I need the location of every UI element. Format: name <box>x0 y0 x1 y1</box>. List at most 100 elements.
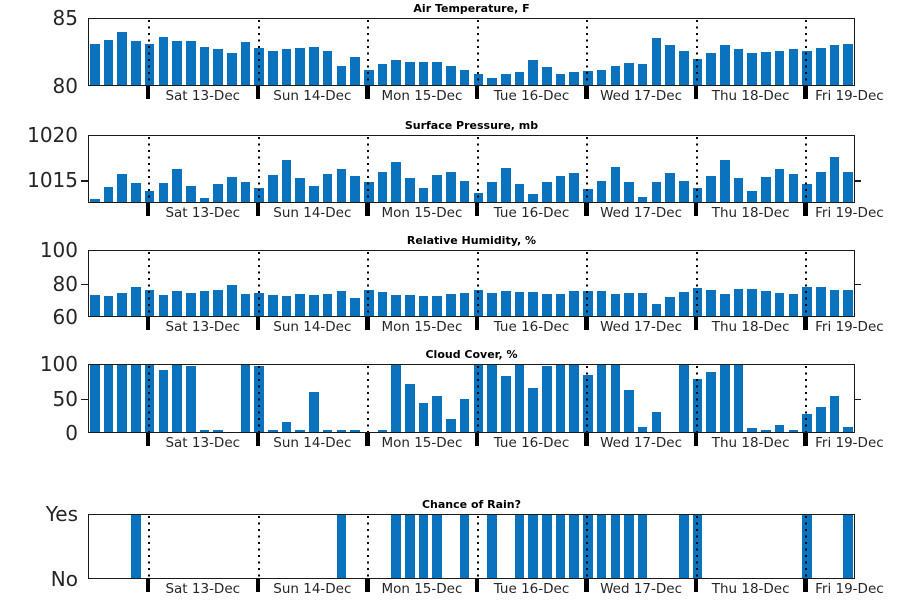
midnight-xtick <box>803 433 808 446</box>
bar <box>459 514 470 579</box>
y-tick-label: 100 <box>39 352 78 376</box>
midnight-divider-line <box>695 366 698 432</box>
bar <box>733 289 744 317</box>
bar <box>651 304 662 317</box>
bar <box>185 366 196 433</box>
bar <box>651 412 662 433</box>
midnight-divider-line <box>476 20 479 85</box>
subplot-title: Cloud Cover, % <box>425 348 518 361</box>
bar <box>281 49 292 86</box>
midnight-xtick <box>145 203 151 216</box>
midnight-divider-line <box>695 20 698 85</box>
bar <box>747 288 758 317</box>
bar <box>596 181 607 203</box>
bar <box>322 50 333 86</box>
day-label: Tue 16-Dec <box>493 581 570 597</box>
midnight-divider-line <box>367 20 370 85</box>
bar <box>103 364 114 433</box>
midnight-xtick <box>145 86 151 99</box>
bar <box>131 514 141 579</box>
bar <box>418 402 429 433</box>
day-label: Sun 14-Dec <box>273 205 352 221</box>
day-label: Mon 15-Dec <box>381 435 463 451</box>
day-label: Thu 18-Dec <box>711 435 790 451</box>
midnight-divider-line <box>476 516 479 578</box>
bar <box>103 39 114 86</box>
midnight-xtick <box>255 203 261 216</box>
bar <box>761 430 771 433</box>
bar <box>309 391 319 433</box>
bar <box>610 364 621 433</box>
day-label: Tue 16-Dec <box>493 205 570 221</box>
bar <box>528 291 538 317</box>
bar <box>596 514 607 579</box>
day-label: Thu 18-Dec <box>711 319 790 335</box>
bar <box>843 43 853 86</box>
bar <box>131 286 141 317</box>
bar <box>788 173 799 203</box>
day-label: Fri 19-Dec <box>815 435 884 451</box>
bar <box>117 364 128 433</box>
axis-tick-left <box>81 283 88 285</box>
midnight-xtick <box>255 579 261 592</box>
midnight-xtick <box>255 317 261 330</box>
midnight-divider-line <box>586 137 589 202</box>
bar <box>706 372 716 433</box>
midnight-xtick <box>693 433 699 446</box>
bar <box>213 290 223 317</box>
midnight-divider-line <box>805 366 808 432</box>
bar <box>391 364 401 433</box>
bar <box>528 60 538 86</box>
day-label: Fri 19-Dec <box>815 88 884 104</box>
bar <box>815 286 826 317</box>
day-label: Fri 19-Dec <box>815 205 884 221</box>
day-label: Sat 13-Dec <box>165 435 241 451</box>
day-label: Wed 17-Dec <box>600 435 682 451</box>
bar <box>815 172 826 203</box>
bar <box>405 177 415 203</box>
bar <box>829 156 840 203</box>
bar <box>542 514 552 579</box>
bar <box>624 182 634 203</box>
bar <box>829 396 840 433</box>
bar <box>500 375 511 433</box>
day-label: Sun 14-Dec <box>273 88 352 104</box>
day-label: Mon 15-Dec <box>381 205 463 221</box>
bar <box>500 291 511 317</box>
bar <box>131 183 141 203</box>
day-label: Sat 13-Dec <box>165 88 241 104</box>
bar <box>199 291 210 317</box>
midnight-divider-line <box>695 137 698 202</box>
bar <box>528 388 538 433</box>
bar <box>405 514 415 579</box>
midnight-divider-line <box>695 516 698 578</box>
bar <box>829 45 840 86</box>
midnight-divider-line <box>367 516 370 578</box>
bar <box>500 167 511 203</box>
bar <box>774 425 785 433</box>
bar <box>268 295 278 317</box>
bar <box>446 65 456 86</box>
y-tick-label: 50 <box>52 386 78 411</box>
y-tick-label: 80 <box>52 271 78 296</box>
midnight-xtick <box>803 579 808 592</box>
axis-tick-right <box>855 180 861 182</box>
bar <box>665 45 675 86</box>
midnight-xtick <box>474 86 480 99</box>
bar <box>432 514 443 579</box>
midnight-divider-line <box>257 252 260 316</box>
bar <box>542 366 552 433</box>
bar <box>446 419 456 433</box>
bar <box>336 169 347 203</box>
midnight-divider-line <box>257 137 260 202</box>
bar <box>542 66 552 86</box>
midnight-divider-line <box>257 366 260 432</box>
midnight-xtick <box>693 203 699 216</box>
y-tick-label: Yes <box>45 502 78 526</box>
bar <box>185 292 196 317</box>
bar <box>815 406 826 433</box>
subplot-title: Air Temperature, F <box>413 2 530 15</box>
bar <box>678 181 689 203</box>
bar <box>555 514 566 579</box>
bar <box>487 292 497 317</box>
